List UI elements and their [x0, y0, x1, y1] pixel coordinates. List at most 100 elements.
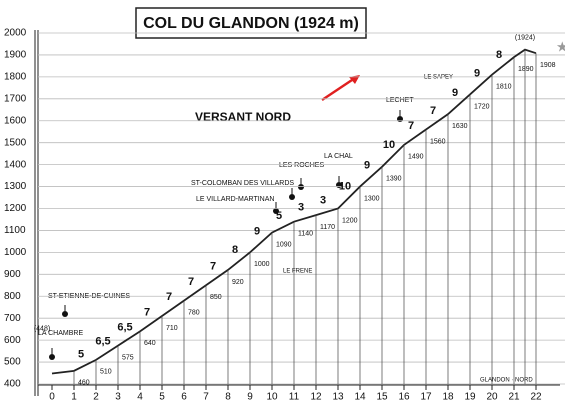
star: ★: [556, 39, 565, 55]
gradient-label: 6,5: [117, 321, 132, 333]
value-label: 1720: [474, 103, 490, 110]
x-tick-label: 20: [486, 392, 498, 403]
value-label: 1630: [452, 123, 468, 130]
value-label: 850: [210, 294, 222, 301]
x-tick-label: 6: [181, 392, 187, 403]
y-tick-label: 2000: [4, 28, 27, 39]
value-label: 710: [166, 325, 178, 332]
x-tick-label: 19: [464, 392, 476, 403]
value-label: 460: [78, 380, 90, 387]
gradient-label: 6,5: [95, 336, 110, 348]
value-label: 1300: [364, 195, 380, 202]
x-tick-label: 12: [310, 392, 322, 403]
value-label: 1490: [408, 154, 424, 161]
value-label: 920: [232, 279, 244, 286]
y-tick-label: 400: [4, 379, 21, 390]
x-tick-label: 10: [266, 392, 278, 403]
value-label: 510: [100, 369, 112, 376]
x-tick-label: 16: [398, 392, 410, 403]
gradient-label: 5: [78, 348, 84, 360]
x-tick-label: 21: [508, 392, 520, 403]
note: GLANDON · NORD: [480, 378, 533, 384]
y-tick-label: 1600: [4, 115, 27, 126]
value-label: 1170: [320, 224, 335, 231]
profile-line: [51, 48, 537, 375]
place-label: ST-COLOMBAN DES VILLARDS: [191, 180, 294, 187]
value-label: 1890: [518, 66, 534, 73]
x-tick-label: 15: [376, 392, 388, 403]
value-label: 1908: [540, 62, 556, 69]
gradient-label: 3: [298, 201, 304, 213]
gradient-label: 8: [496, 49, 502, 61]
y-tick-label: 1200: [4, 203, 27, 214]
y-tick-label: 1300: [4, 181, 27, 192]
place-label: LE FRENE: [283, 269, 312, 275]
place-label: LA CHAL: [324, 153, 353, 160]
value-label: 1390: [386, 176, 402, 183]
value-label: 1200: [342, 217, 358, 224]
x-tick-label: 18: [442, 392, 454, 403]
y-tick-label: 1500: [4, 137, 27, 148]
value-label: (448): [34, 325, 50, 332]
y-tick-label: 1100: [4, 225, 26, 236]
church-icons: [49, 110, 403, 360]
gradient-label: 7: [144, 307, 150, 319]
gradient-label: 10: [339, 180, 351, 192]
place-label: LES ROCHES: [279, 162, 324, 169]
gradient-label: 7: [430, 105, 436, 117]
value-label: 1810: [496, 84, 512, 91]
value-label: 575: [122, 354, 134, 361]
gradient-label: 9: [452, 87, 458, 99]
y-tick-label: 1800: [4, 72, 27, 83]
gradient-label: 7: [408, 120, 414, 132]
x-tick-label: 17: [420, 392, 432, 403]
y-tick-label: 800: [4, 291, 21, 302]
gradient-label: 9: [364, 160, 370, 172]
gradient-label: 9: [474, 67, 480, 79]
value-label: 640: [144, 340, 156, 347]
x-tick-label: 0: [49, 392, 55, 403]
gradient-label: 7: [166, 291, 172, 303]
gradient-label: 7: [210, 261, 216, 273]
y-tick-label: 900: [4, 269, 21, 280]
place-label: LECHET: [386, 97, 414, 104]
value-label: (1924): [515, 35, 535, 42]
chart-title: COL DU GLANDON (1924 m): [143, 15, 359, 32]
value-label: 1560: [430, 138, 446, 145]
gradient-label: 10: [383, 139, 395, 151]
y-tick-label: 1900: [4, 50, 27, 61]
x-tick-label: 14: [354, 392, 366, 403]
y-tick-label: 1700: [4, 93, 27, 104]
x-tick-label: 3: [115, 392, 121, 403]
x-tick-label: 4: [137, 392, 143, 403]
value-label: 780: [188, 309, 200, 316]
gradient-label: 5: [276, 210, 282, 222]
x-tick-label: 7: [203, 392, 209, 403]
x-tick-label: 11: [289, 392, 300, 403]
subtitle: VERSANT NORD: [195, 110, 291, 124]
value-label: 1140: [298, 231, 313, 238]
gradient-label: 8: [232, 244, 238, 256]
gradient-label: 3: [320, 195, 326, 207]
arrow: [321, 76, 356, 102]
place-label: LE VILLARD-MARTINAN: [196, 196, 274, 203]
x-tick-label: 2: [93, 392, 99, 403]
x-tick-label: 9: [247, 392, 253, 403]
x-tick-label: 8: [225, 392, 231, 403]
value-label: 1000: [254, 261, 270, 268]
y-tick-label: 500: [4, 357, 21, 368]
gradient-label: 7: [188, 276, 194, 288]
x-tick-label: 1: [71, 392, 77, 403]
x-tick-label: 5: [159, 392, 165, 403]
y-tick-label: 600: [4, 335, 21, 346]
y-tick-label: 700: [4, 313, 21, 324]
gradient-label: 9: [254, 225, 260, 237]
x-tick-label: 13: [332, 392, 344, 403]
x-tick-label: 22: [530, 392, 542, 403]
place-label: LE SAPEY: [424, 75, 453, 81]
place-label: LA CHAMBRE: [38, 330, 83, 337]
y-tick-label: 1400: [4, 159, 27, 170]
value-label: 1090: [276, 241, 292, 248]
y-tick-label: 1000: [4, 247, 27, 258]
